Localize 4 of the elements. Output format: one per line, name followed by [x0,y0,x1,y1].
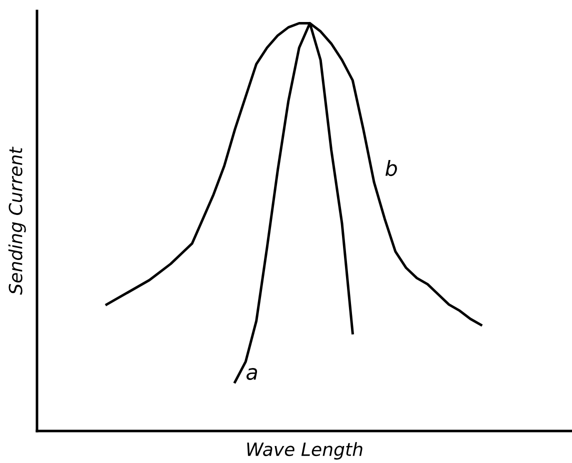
series-label: a [246,368,258,380]
x-axis-title: Wave Length [247,442,362,460]
y-axis-title: Sending Current [8,146,26,295]
series-label: b [386,160,397,176]
